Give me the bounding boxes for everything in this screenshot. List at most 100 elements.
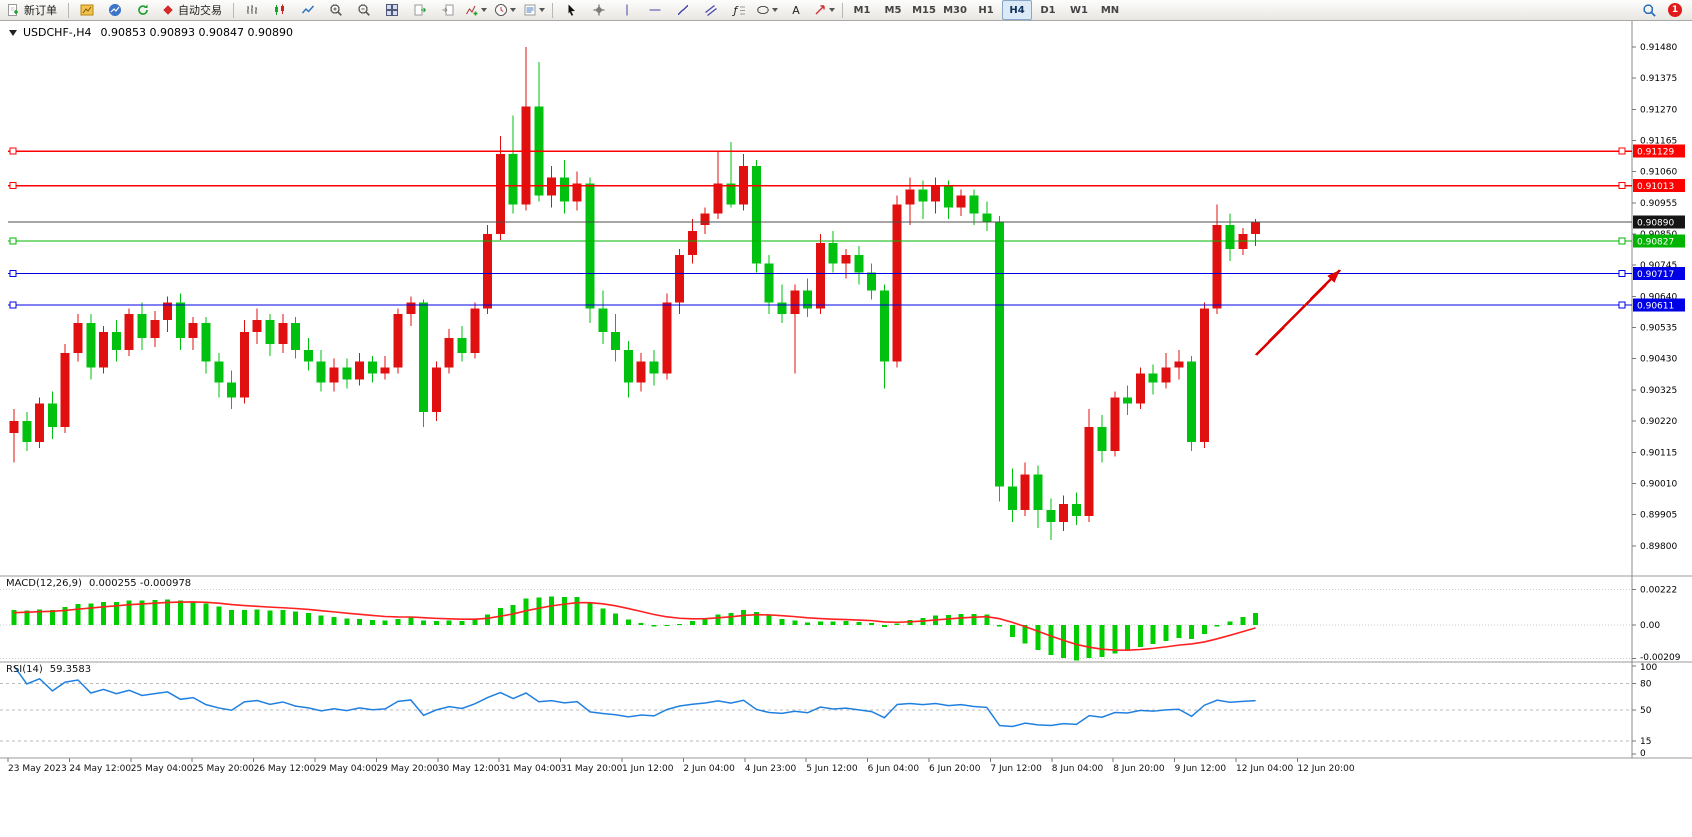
svg-text:0.90430: 0.90430 — [1640, 355, 1677, 365]
macd-bar — [830, 621, 836, 625]
timeframe-mn-button[interactable]: MN — [1100, 4, 1120, 16]
candle-body — [956, 195, 966, 208]
market-watch-button[interactable] — [101, 0, 128, 20]
candle-body — [22, 421, 32, 442]
svg-text:6 Jun 20:00: 6 Jun 20:00 — [929, 764, 981, 774]
notification-badge[interactable]: 1 — [1668, 3, 1682, 17]
zoom-in-button[interactable] — [322, 0, 349, 20]
timeframe-m1-button[interactable]: M1 — [853, 4, 871, 16]
new-order-button[interactable]: 新订单 — [3, 0, 64, 20]
trendline-icon — [677, 4, 688, 16]
line-chart-button[interactable] — [294, 0, 321, 20]
macd-bar — [305, 613, 311, 625]
candle-body — [137, 314, 147, 338]
timeframe-h4-button[interactable]: H4 — [1002, 0, 1032, 20]
refresh-button[interactable] — [129, 0, 156, 20]
templates-button[interactable] — [520, 0, 548, 20]
macd-bar — [459, 620, 465, 625]
one-click-trading-toggle[interactable] — [9, 30, 17, 36]
candle-body — [687, 231, 697, 255]
rsi-line — [13, 665, 1256, 728]
arrows-button[interactable] — [810, 0, 838, 20]
trendline-button[interactable] — [669, 0, 696, 20]
autotrading-button[interactable]: 自动交易 — [157, 0, 229, 20]
svg-text:0.90717: 0.90717 — [1637, 270, 1674, 280]
svg-text:12 Jun 04:00: 12 Jun 04:00 — [1236, 764, 1293, 774]
trend-arrow[interactable] — [1255, 269, 1341, 356]
line-handle[interactable] — [1618, 147, 1626, 155]
indicators-button[interactable] — [462, 0, 490, 20]
timeframe-w1-button[interactable]: W1 — [1070, 4, 1088, 16]
candle-body — [598, 308, 608, 333]
timeframe-m5-button[interactable]: M5 — [884, 4, 902, 16]
macd-bar — [1073, 625, 1079, 661]
macd-bar — [869, 623, 875, 625]
zoom-out-button[interactable] — [350, 0, 377, 20]
macd-bar — [677, 623, 683, 625]
macd-bar — [1176, 625, 1182, 639]
autotrading-icon — [163, 5, 173, 15]
macd-bar — [1099, 625, 1105, 658]
shapes-button[interactable] — [753, 0, 781, 20]
chart-shift-button[interactable] — [434, 0, 461, 20]
macd-bar — [702, 618, 708, 625]
timeframe-h1-button[interactable]: H1 — [978, 4, 994, 16]
timeframe-d1-button[interactable]: D1 — [1040, 4, 1056, 16]
macd-bar — [651, 625, 657, 627]
candle-body — [1071, 504, 1081, 517]
timeframe-m15-button[interactable]: M15 — [912, 4, 936, 16]
auto-scroll-button[interactable] — [406, 0, 433, 20]
line-handle[interactable] — [1618, 182, 1626, 190]
text-button[interactable]: A — [782, 0, 809, 20]
candle-body — [1199, 308, 1209, 442]
svg-text:0.00: 0.00 — [1640, 621, 1660, 631]
horizontal-line-button[interactable] — [641, 0, 668, 20]
svg-text:24 May 12:00: 24 May 12:00 — [69, 764, 131, 774]
candle-chart-icon — [274, 4, 284, 15]
tile-windows-button[interactable] — [378, 0, 405, 20]
search-button[interactable] — [1636, 0, 1663, 20]
candle-body — [508, 153, 518, 205]
toolbar-separator — [233, 2, 234, 18]
crosshair-button[interactable] — [585, 0, 612, 20]
fibonacci-icon: ƒ — [732, 4, 745, 17]
cursor-button[interactable] — [557, 0, 584, 20]
price-label-box — [1633, 179, 1685, 193]
price-label-box — [1633, 298, 1685, 312]
vertical-line-button[interactable] — [613, 0, 640, 20]
macd-bar — [190, 601, 196, 625]
svg-text:0.90611: 0.90611 — [1637, 302, 1674, 312]
price-label-box — [1633, 144, 1685, 158]
refresh-icon — [137, 4, 148, 15]
macd-bar — [945, 614, 951, 625]
line-handle[interactable] — [9, 237, 17, 245]
fibonacci-button[interactable]: ƒ — [725, 0, 752, 20]
candle-body — [777, 302, 787, 315]
charts-button[interactable] — [73, 0, 100, 20]
macd-bar — [587, 602, 593, 625]
candle-body — [931, 186, 941, 202]
line-handle[interactable] — [9, 301, 17, 309]
channel-button[interactable] — [697, 0, 724, 20]
line-handle[interactable] — [1618, 270, 1626, 278]
line-handle[interactable] — [9, 147, 17, 155]
line-handle[interactable] — [1618, 301, 1626, 309]
candle-body — [1148, 373, 1158, 383]
svg-text:0.90640: 0.90640 — [1640, 292, 1677, 302]
chart-canvas[interactable]: 0.91480 0.91375 0.91270 0.91165 0.91060 0.909… — [0, 21, 1692, 837]
candle-chart-button[interactable] — [266, 0, 293, 20]
bar-chart-button[interactable] — [238, 0, 265, 20]
line-handle[interactable] — [9, 182, 17, 190]
timeframe-m30-button[interactable]: M30 — [943, 4, 967, 16]
line-handle[interactable] — [1618, 237, 1626, 245]
candle-body — [1225, 225, 1235, 249]
macd-bar — [625, 619, 631, 625]
periods-button[interactable] — [491, 0, 519, 20]
svg-text:-0.00209: -0.00209 — [1640, 653, 1681, 663]
candle-body — [214, 361, 224, 383]
svg-text:50: 50 — [1640, 706, 1652, 716]
line-handle[interactable] — [9, 270, 17, 278]
dropdown-caret-icon — [481, 8, 487, 12]
macd-bar — [344, 618, 350, 625]
macd-bar — [1048, 625, 1054, 656]
